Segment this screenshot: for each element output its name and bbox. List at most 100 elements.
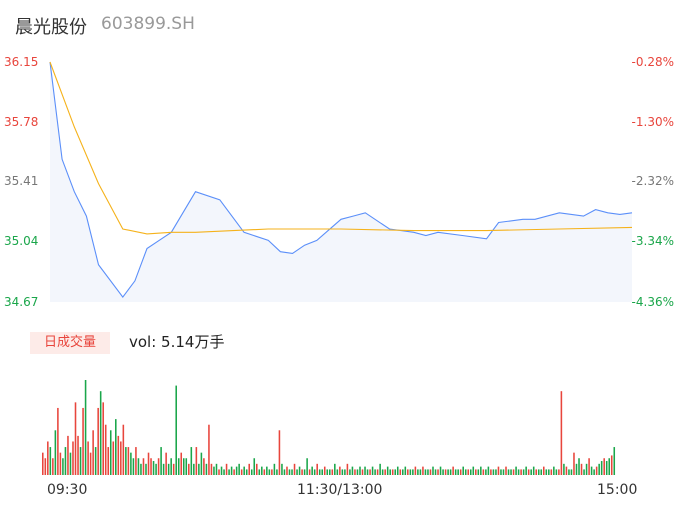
volume-bar	[361, 469, 364, 475]
volume-bar	[553, 466, 555, 475]
volume-badge[interactable]: 日成交量	[30, 332, 110, 354]
volume-bar	[190, 447, 193, 475]
volume-bar	[374, 469, 376, 475]
volume-bar	[432, 466, 434, 475]
volume-bar	[568, 469, 570, 475]
volume-bar	[132, 458, 135, 475]
volume-bar	[245, 469, 248, 475]
volume-bar	[140, 463, 142, 475]
volume-bar	[449, 469, 452, 475]
volume-bar	[218, 469, 220, 475]
volume-bar	[563, 463, 565, 475]
volume-bar	[336, 469, 339, 475]
volume-bar	[230, 466, 233, 475]
volume-bar	[150, 458, 152, 475]
volume-bar	[444, 469, 447, 475]
volume-bar	[427, 469, 429, 475]
price-tick-2: 35.78	[4, 115, 39, 129]
volume-bar	[72, 441, 74, 475]
volume-bar	[175, 385, 177, 475]
volume-bar	[525, 466, 527, 475]
volume-bar	[233, 469, 235, 475]
pct-tick-4: -3.34%	[631, 234, 674, 248]
volume-bar	[464, 469, 467, 475]
volume-bar	[522, 469, 525, 475]
volume-bar	[112, 441, 115, 475]
volume-bar	[57, 407, 59, 475]
volume-bar	[130, 452, 132, 475]
volume-bar	[585, 463, 588, 475]
volume-bar	[454, 469, 457, 475]
volume-bar	[205, 463, 208, 475]
volume-bar	[291, 469, 293, 475]
volume-bar	[120, 441, 122, 475]
volume-bar	[512, 469, 515, 475]
volume-bar	[530, 469, 532, 475]
volume-bar	[485, 469, 487, 475]
volume-bar	[475, 469, 477, 475]
volume-bar	[394, 469, 397, 475]
volume-bar	[386, 466, 389, 475]
volume-bar	[203, 458, 205, 475]
volume-bar	[47, 441, 49, 475]
volume-bar	[532, 466, 535, 475]
volume-bar	[94, 447, 97, 475]
volume-bar	[135, 447, 137, 475]
volume-bar	[92, 430, 94, 475]
price-area	[50, 62, 632, 302]
price-tick-1: 36.15	[4, 55, 39, 69]
volume-bar	[286, 466, 288, 475]
volume-bar	[583, 469, 585, 475]
volume-bar	[560, 391, 563, 475]
volume-bar	[555, 469, 558, 475]
volume-bar	[384, 469, 386, 475]
volume-bar	[52, 458, 54, 475]
volume-bar	[62, 458, 64, 475]
volume-bar	[419, 469, 422, 475]
volume-bar	[195, 447, 198, 475]
volume-bar	[44, 458, 47, 475]
volume-bar	[142, 458, 145, 475]
volume-bar	[613, 447, 616, 475]
volume-bar	[59, 452, 62, 475]
volume-bar	[331, 469, 334, 475]
volume-bar	[74, 402, 77, 475]
volume-bar	[540, 469, 543, 475]
volume-bar	[459, 469, 462, 475]
volume-bar	[434, 469, 437, 475]
volume-bar	[177, 458, 180, 475]
volume-bar	[381, 469, 384, 475]
volume-bar	[104, 424, 107, 475]
volume-bar	[366, 469, 369, 475]
volume-bar	[469, 469, 472, 475]
volume-bar	[437, 469, 439, 475]
volume-bar	[500, 469, 502, 475]
volume-bar	[396, 466, 399, 475]
volume-bar	[326, 469, 329, 475]
volume-bar	[371, 466, 374, 475]
volume-bar	[193, 463, 195, 475]
price-tick-5: 34.67	[4, 295, 39, 309]
volume-bar	[97, 407, 99, 475]
volume-bar	[255, 463, 258, 475]
volume-bar	[155, 463, 157, 475]
volume-bar	[344, 469, 346, 475]
average-price-line	[49, 61, 633, 235]
volume-bar	[69, 452, 72, 475]
volume-bar	[505, 466, 507, 475]
volume-bar	[84, 380, 87, 475]
volume-bar	[573, 452, 575, 475]
volume-bar	[261, 466, 263, 475]
volume-bar	[258, 469, 261, 475]
volume-bar	[306, 458, 308, 475]
volume-bar	[535, 469, 537, 475]
volume-bar	[308, 469, 311, 475]
volume-bar	[283, 469, 286, 475]
volume-bar	[188, 463, 190, 475]
volume-bar	[442, 469, 444, 475]
price-tick-4: 35.04	[4, 234, 39, 248]
volume-bar	[356, 469, 359, 475]
volume-bar	[376, 469, 379, 475]
volume-bar	[608, 458, 611, 475]
volume-bar	[452, 466, 454, 475]
